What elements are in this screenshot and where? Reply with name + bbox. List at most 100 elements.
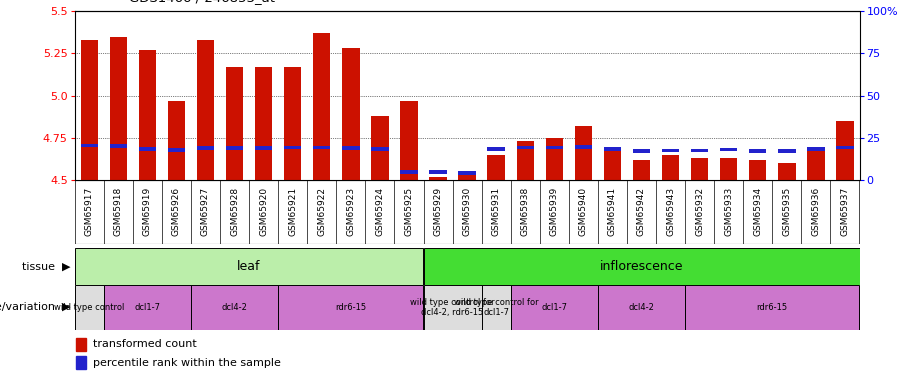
Text: GSM65927: GSM65927 xyxy=(201,188,210,237)
Bar xyxy=(778,150,796,153)
Bar xyxy=(517,141,534,180)
Bar xyxy=(191,285,278,330)
Bar xyxy=(197,146,214,150)
Bar xyxy=(255,146,273,150)
Text: GSM65928: GSM65928 xyxy=(230,188,239,237)
Text: dcl4-2: dcl4-2 xyxy=(221,303,248,312)
Bar xyxy=(488,154,505,180)
Bar xyxy=(482,285,510,330)
Text: GSM65940: GSM65940 xyxy=(579,188,588,237)
Bar xyxy=(226,146,243,150)
Bar xyxy=(342,146,360,150)
Text: genotype/variation  ▶: genotype/variation ▶ xyxy=(0,303,70,312)
Bar xyxy=(284,146,302,150)
Bar xyxy=(110,37,127,180)
Bar xyxy=(104,285,191,330)
Bar xyxy=(80,40,98,180)
Text: GSM65921: GSM65921 xyxy=(288,188,297,237)
Text: GSM65925: GSM65925 xyxy=(404,188,413,237)
Text: GSM65919: GSM65919 xyxy=(143,187,152,237)
Bar xyxy=(685,285,860,330)
Text: GSM65924: GSM65924 xyxy=(375,188,384,236)
Bar xyxy=(371,116,389,180)
Bar xyxy=(255,67,273,180)
Bar xyxy=(749,149,767,153)
Bar xyxy=(604,151,621,180)
Bar xyxy=(75,248,424,285)
Text: GSM65923: GSM65923 xyxy=(346,188,356,237)
Bar xyxy=(517,146,534,150)
Bar xyxy=(167,101,185,180)
Text: dcl4-2: dcl4-2 xyxy=(628,303,654,312)
Text: dcl1-7: dcl1-7 xyxy=(134,303,160,312)
Bar xyxy=(574,145,592,149)
Bar xyxy=(807,147,824,151)
Text: inflorescence: inflorescence xyxy=(599,260,683,273)
Bar xyxy=(691,158,708,180)
Bar xyxy=(836,146,854,150)
Text: GSM65920: GSM65920 xyxy=(259,188,268,237)
Text: wild type control for
dcl4-2, rdr6-15: wild type control for dcl4-2, rdr6-15 xyxy=(410,298,495,317)
Bar xyxy=(429,177,446,180)
Bar xyxy=(139,147,156,151)
Text: percentile rank within the sample: percentile rank within the sample xyxy=(93,358,281,368)
Text: rdr6-15: rdr6-15 xyxy=(336,303,366,312)
Text: GSM65941: GSM65941 xyxy=(608,188,616,237)
Text: GSM65934: GSM65934 xyxy=(753,188,762,237)
Bar xyxy=(400,170,418,174)
Bar xyxy=(545,146,563,150)
Bar xyxy=(633,149,650,153)
Bar xyxy=(604,147,621,151)
Bar xyxy=(545,138,563,180)
Bar xyxy=(139,50,156,180)
Bar xyxy=(75,285,104,330)
Bar xyxy=(226,67,243,180)
Bar xyxy=(488,147,505,151)
Text: dcl1-7: dcl1-7 xyxy=(541,303,567,312)
Bar xyxy=(662,148,680,152)
Text: GSM65929: GSM65929 xyxy=(434,188,443,237)
Text: GSM65942: GSM65942 xyxy=(637,188,646,236)
Text: transformed count: transformed count xyxy=(93,339,196,349)
Bar xyxy=(313,33,330,180)
Bar xyxy=(313,146,330,150)
Text: GSM65935: GSM65935 xyxy=(782,187,791,237)
Bar xyxy=(662,154,680,180)
Bar xyxy=(720,148,737,152)
Text: rdr6-15: rdr6-15 xyxy=(757,303,788,312)
Text: GSM65936: GSM65936 xyxy=(812,187,821,237)
Bar xyxy=(574,126,592,180)
Text: GSM65926: GSM65926 xyxy=(172,188,181,237)
Text: GSM65917: GSM65917 xyxy=(85,187,94,237)
Text: GDS1466 / 246853_at: GDS1466 / 246853_at xyxy=(129,0,274,4)
Bar xyxy=(424,248,860,285)
Bar xyxy=(278,285,424,330)
Bar xyxy=(429,170,446,174)
Bar xyxy=(691,148,708,152)
Text: GSM65930: GSM65930 xyxy=(463,187,472,237)
Bar xyxy=(633,160,650,180)
Bar xyxy=(371,147,389,151)
Text: GSM65937: GSM65937 xyxy=(841,187,850,237)
Bar xyxy=(110,144,127,148)
Bar xyxy=(458,175,476,180)
Text: wild type control for
dcl1-7: wild type control for dcl1-7 xyxy=(454,298,538,317)
Text: GSM65918: GSM65918 xyxy=(113,187,122,237)
Bar xyxy=(778,163,796,180)
Text: tissue  ▶: tissue ▶ xyxy=(22,261,70,271)
Text: wild type control: wild type control xyxy=(54,303,124,312)
Bar xyxy=(836,121,854,180)
Bar xyxy=(598,285,685,330)
Text: leaf: leaf xyxy=(238,260,261,273)
Bar xyxy=(510,285,598,330)
Text: GSM65933: GSM65933 xyxy=(724,187,733,237)
Bar xyxy=(284,67,302,180)
Bar xyxy=(424,285,482,330)
Bar xyxy=(167,148,185,152)
Text: GSM65931: GSM65931 xyxy=(491,187,500,237)
Bar xyxy=(807,151,824,180)
Text: GSM65922: GSM65922 xyxy=(318,188,327,236)
Bar xyxy=(342,48,360,180)
Bar xyxy=(720,158,737,180)
Bar xyxy=(76,338,86,351)
